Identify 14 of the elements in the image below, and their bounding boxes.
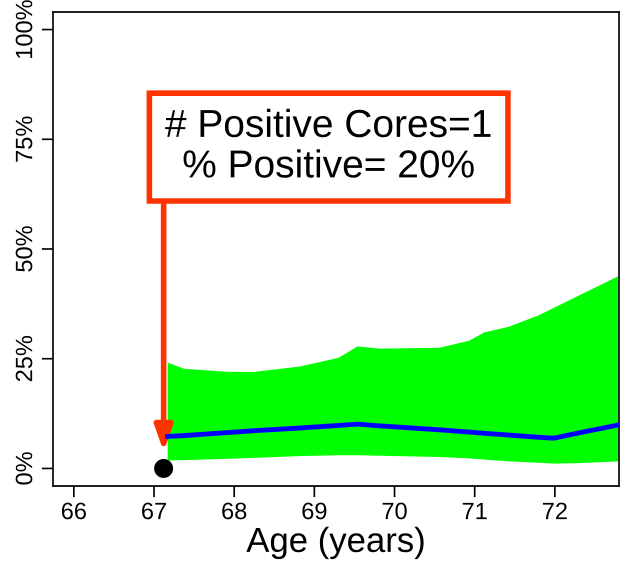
- x-tick-label: 69: [302, 502, 326, 520]
- y-tick-label: 50%: [16, 226, 32, 272]
- x-tick-label: 70: [382, 502, 407, 520]
- x-tick-label: 67: [142, 502, 166, 520]
- x-tick-label: 72: [542, 502, 567, 520]
- x-tick-label: 71: [462, 502, 487, 520]
- y-tick-label: 75%: [16, 116, 32, 162]
- x-tick-label: 68: [222, 502, 246, 520]
- x-axis-title: Age (years): [246, 526, 424, 560]
- x-tick-label: 66: [62, 502, 86, 520]
- y-tick-label: 0%: [16, 452, 32, 485]
- annotation: # Positive Cores=1 % Positive= 20%: [165, 108, 490, 178]
- y-tick-label: 100%: [16, 0, 32, 58]
- y-tick-label: 25%: [16, 336, 32, 382]
